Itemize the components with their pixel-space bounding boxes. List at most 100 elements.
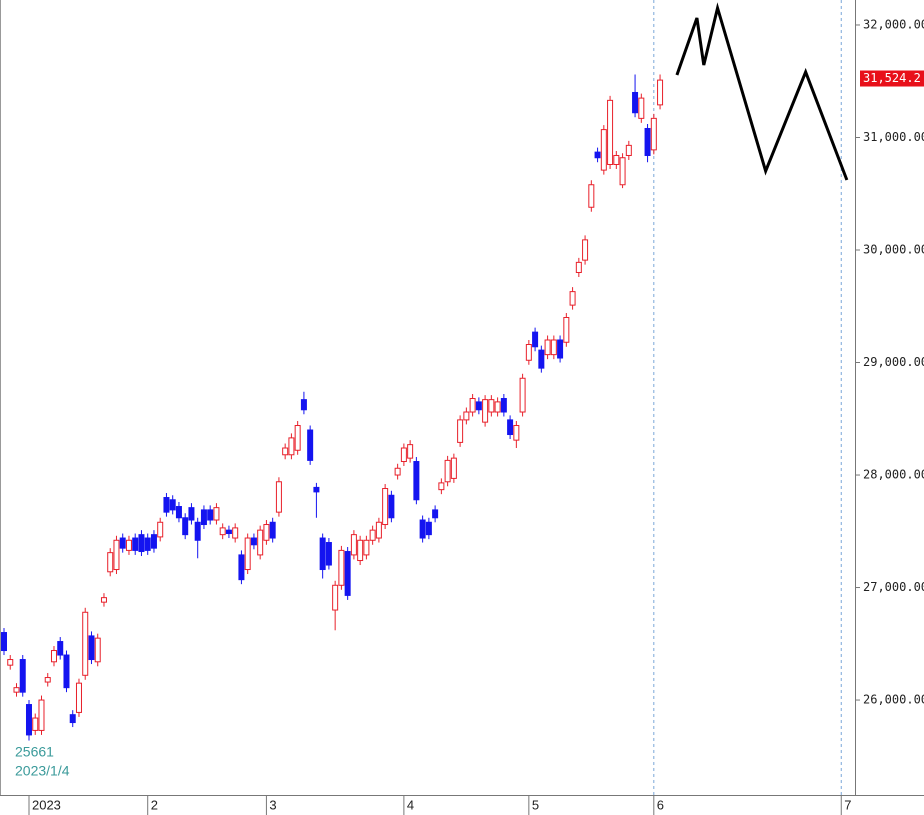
candle-body <box>463 411 470 421</box>
candle-body <box>357 539 364 562</box>
candle-body <box>269 521 276 539</box>
candle-body <box>113 539 120 571</box>
candle-body <box>19 659 26 693</box>
candle-body <box>207 509 214 521</box>
candle-body <box>313 486 320 493</box>
candle-body <box>232 527 239 539</box>
y-tick-label: 32,000.00 <box>863 17 924 31</box>
candle-body <box>188 507 195 521</box>
candle-body <box>638 97 645 119</box>
candle-body <box>369 529 376 541</box>
candle-body <box>219 527 226 536</box>
x-tick-label: 2023 <box>32 797 61 812</box>
candle-body <box>600 129 607 171</box>
x-tick-label: 3 <box>269 797 276 812</box>
candle-body <box>225 529 232 535</box>
candle-body <box>538 349 545 369</box>
candle-body <box>32 717 39 731</box>
candle-body <box>138 534 145 553</box>
candle-body <box>382 488 389 526</box>
x-tick-label: 4 <box>407 797 414 812</box>
candle-body <box>607 99 614 165</box>
candle-body <box>132 537 139 551</box>
candle-body <box>469 398 476 413</box>
candle-body <box>7 659 14 666</box>
candle-body <box>244 537 251 571</box>
y-tick-label: 26,000.00 <box>863 693 924 707</box>
candle-body <box>619 157 626 186</box>
candle-body <box>263 524 270 541</box>
y-tick-label: 29,000.00 <box>863 355 924 369</box>
candle-body <box>288 437 295 456</box>
candle-body <box>394 467 401 476</box>
x-tick-label: 2 <box>151 797 158 812</box>
candle-body <box>238 554 245 581</box>
candle-body <box>38 699 45 731</box>
candle-body <box>532 331 539 348</box>
candle-body <box>594 151 601 159</box>
candle-body <box>294 425 301 451</box>
candle-body <box>613 154 620 165</box>
y-tick-label: 30,000.00 <box>863 242 924 256</box>
candle-body <box>575 261 582 274</box>
candle-body <box>657 79 664 106</box>
candle-body <box>69 714 76 724</box>
candle-body <box>257 529 264 556</box>
candle-body <box>100 597 107 603</box>
candle-body <box>425 521 432 536</box>
candle-body <box>588 184 595 208</box>
candle-body <box>444 459 451 483</box>
candle-body <box>275 481 282 513</box>
candle-body <box>407 444 414 459</box>
candle-body <box>25 704 32 736</box>
candle-body <box>300 399 307 411</box>
candle-body <box>119 537 126 549</box>
candle-body <box>544 339 551 356</box>
candle-body <box>157 521 164 538</box>
candle-body <box>632 91 639 114</box>
candle-body <box>438 482 445 491</box>
candle-body <box>519 377 526 413</box>
candle-body <box>13 687 20 693</box>
candle-body <box>213 507 220 521</box>
candle-body <box>82 611 89 676</box>
candle-body <box>507 419 514 436</box>
annotation: 25661 <box>15 744 54 760</box>
candle-body <box>650 117 657 151</box>
candle-body <box>194 521 201 541</box>
candle-body <box>500 398 507 413</box>
candle-body <box>307 429 314 461</box>
candle-body <box>325 542 332 566</box>
candle-body <box>338 549 345 586</box>
y-tick-label: 27,000.00 <box>863 580 924 594</box>
candle-body <box>175 506 182 519</box>
candle-body <box>525 344 532 361</box>
candle-body <box>644 127 651 156</box>
candle-body <box>332 584 339 611</box>
candle-body <box>125 539 132 551</box>
candle-body <box>625 144 632 156</box>
forecast-line <box>675 2 849 181</box>
y-tick-label: 31,000.00 <box>863 130 924 144</box>
candle-body <box>150 534 157 549</box>
candle-body <box>282 447 289 456</box>
x-tick-label: 5 <box>532 797 539 812</box>
candle-body <box>582 239 589 261</box>
candle-body <box>169 499 176 511</box>
last-price-label: 31,524.2 <box>863 71 921 85</box>
candle-body <box>88 635 95 661</box>
candle-body <box>94 637 101 663</box>
candle-body <box>319 537 326 571</box>
candle-body <box>57 641 64 656</box>
x-tick-label: 6 <box>657 797 664 812</box>
candle-body <box>482 399 489 423</box>
y-tick-label: 28,000.00 <box>863 468 924 482</box>
candle-body <box>144 537 151 551</box>
last-price-box <box>860 70 924 87</box>
candle-body <box>388 494 395 519</box>
annotation: 2023/1/4 <box>15 763 70 779</box>
candle-body <box>557 339 564 359</box>
candle-body <box>200 509 207 526</box>
